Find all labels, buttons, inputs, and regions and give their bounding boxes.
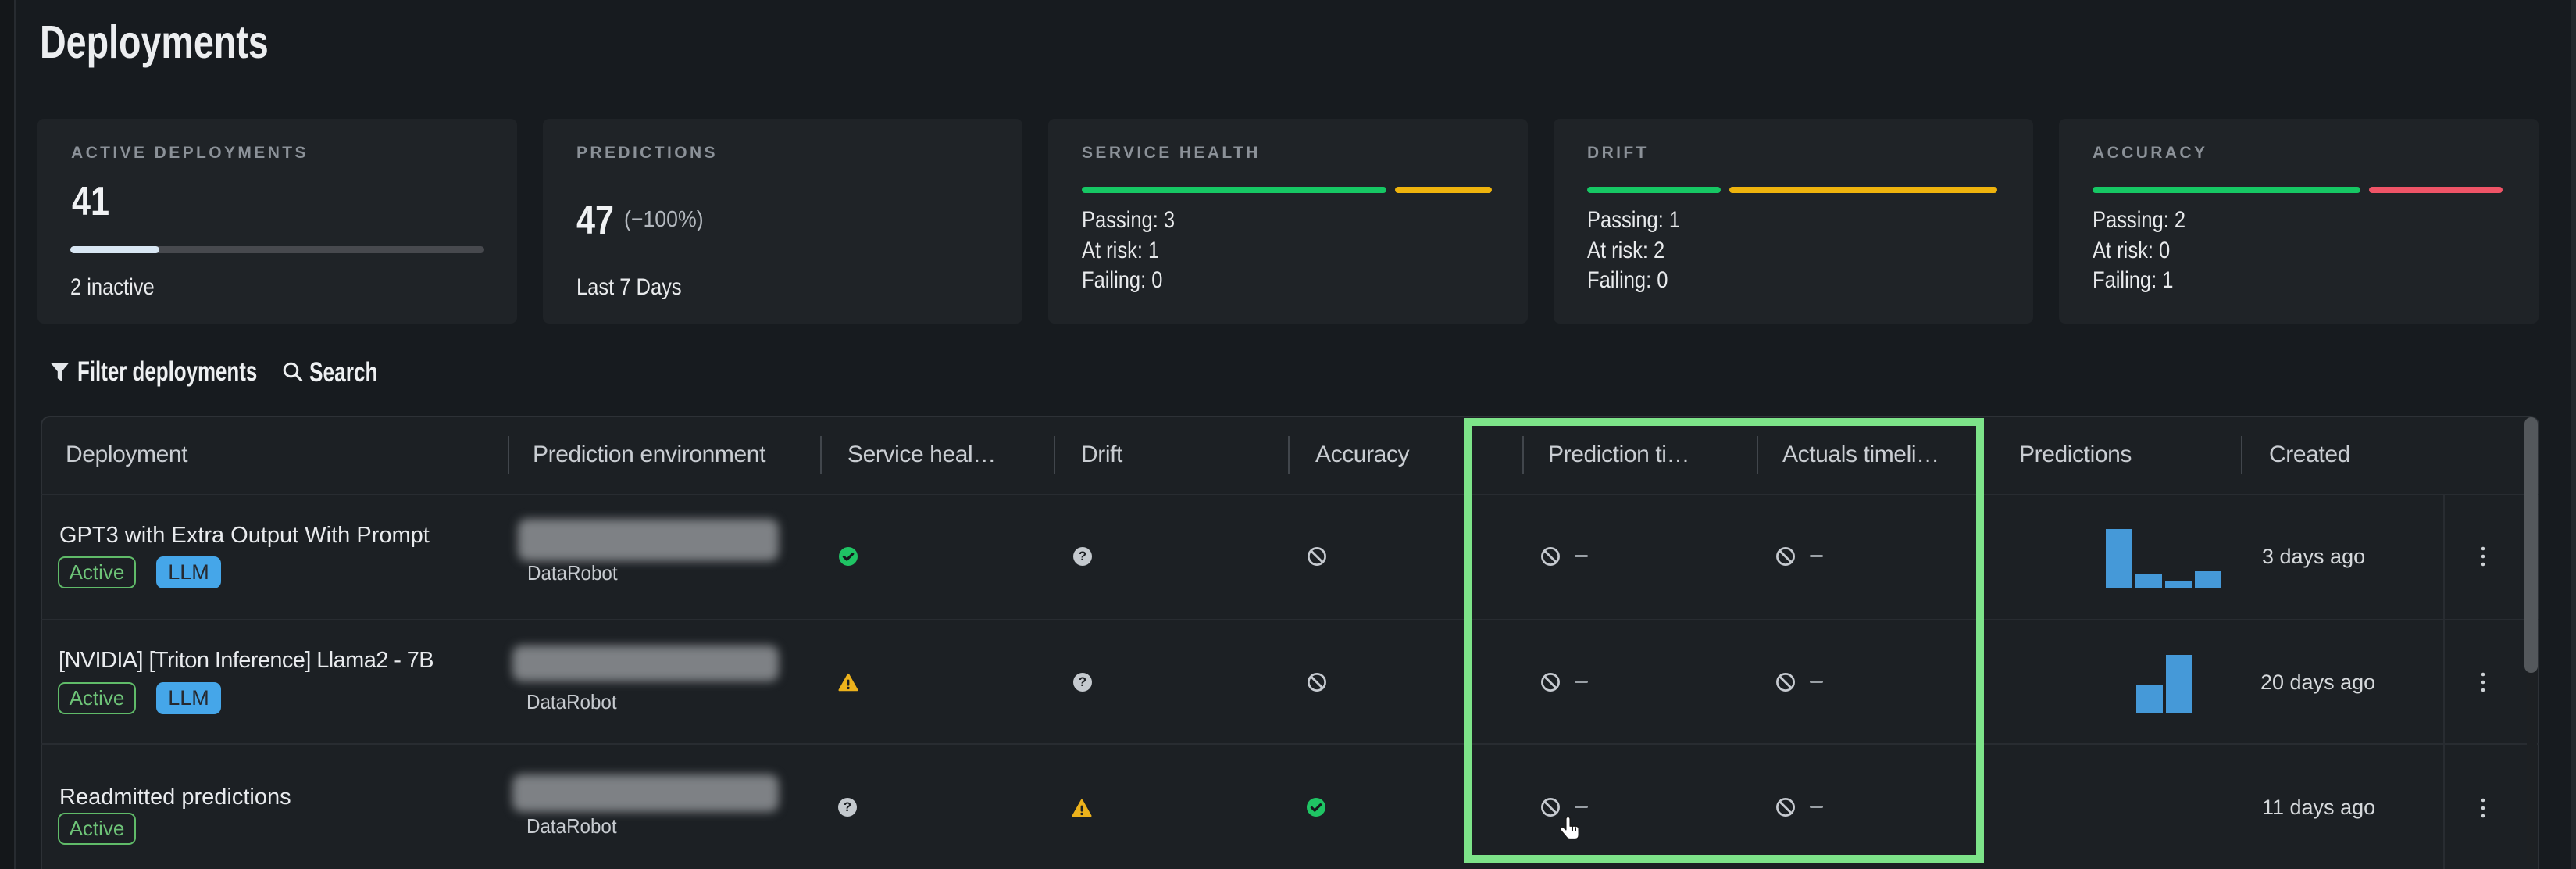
- svg-text:?: ?: [844, 799, 851, 814]
- svg-text:?: ?: [1079, 549, 1086, 563]
- svg-text:?: ?: [1079, 674, 1086, 689]
